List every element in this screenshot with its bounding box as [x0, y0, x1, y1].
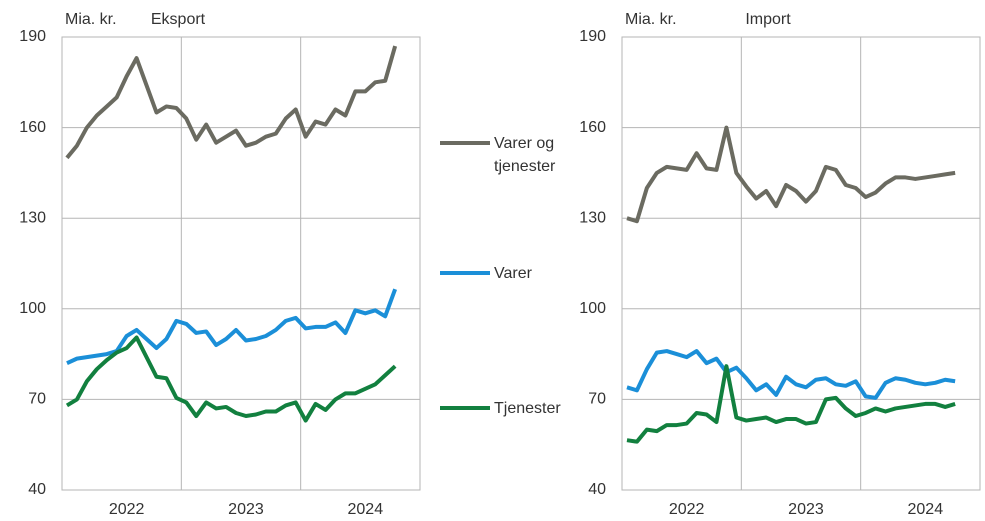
x-tick-label: 2022 [669, 501, 705, 518]
y-tick-label: 130 [19, 209, 46, 226]
x-tick-label: 2023 [228, 501, 264, 518]
y-tick-label: 40 [588, 481, 606, 498]
y-tick-label: 190 [19, 28, 46, 45]
chart-title: Import [745, 11, 791, 28]
y-tick-label: 70 [588, 391, 606, 408]
y-tick-label: 40 [28, 481, 46, 498]
series-line [626, 364, 956, 444]
x-tick-label: 2024 [348, 501, 384, 518]
plot-frame [61, 36, 421, 491]
series-line [65, 335, 397, 423]
y-tick-label: 100 [19, 300, 46, 317]
plot-frame [621, 36, 981, 491]
legend-label: Varer og tjenester [494, 134, 556, 175]
legend-label: Tjenester [494, 399, 561, 417]
y-tick-label: 70 [28, 391, 46, 408]
x-tick-label: 2024 [908, 501, 944, 518]
y-axis-label: Mia. kr. [625, 11, 677, 28]
series-line [66, 288, 398, 365]
chart-title: Eksport [151, 11, 206, 28]
x-tick-label: 2022 [109, 501, 145, 518]
y-tick-label: 100 [579, 300, 606, 317]
series-line [626, 125, 956, 224]
series-line [626, 349, 956, 400]
y-tick-label: 160 [579, 119, 606, 136]
y-axis-label: Mia. kr. [65, 11, 117, 28]
series-line [65, 45, 398, 160]
x-tick-label: 2023 [788, 501, 824, 518]
y-tick-label: 160 [19, 119, 46, 136]
y-tick-label: 190 [579, 28, 606, 45]
y-tick-label: 130 [579, 209, 606, 226]
legend-label: Varer [494, 264, 532, 282]
